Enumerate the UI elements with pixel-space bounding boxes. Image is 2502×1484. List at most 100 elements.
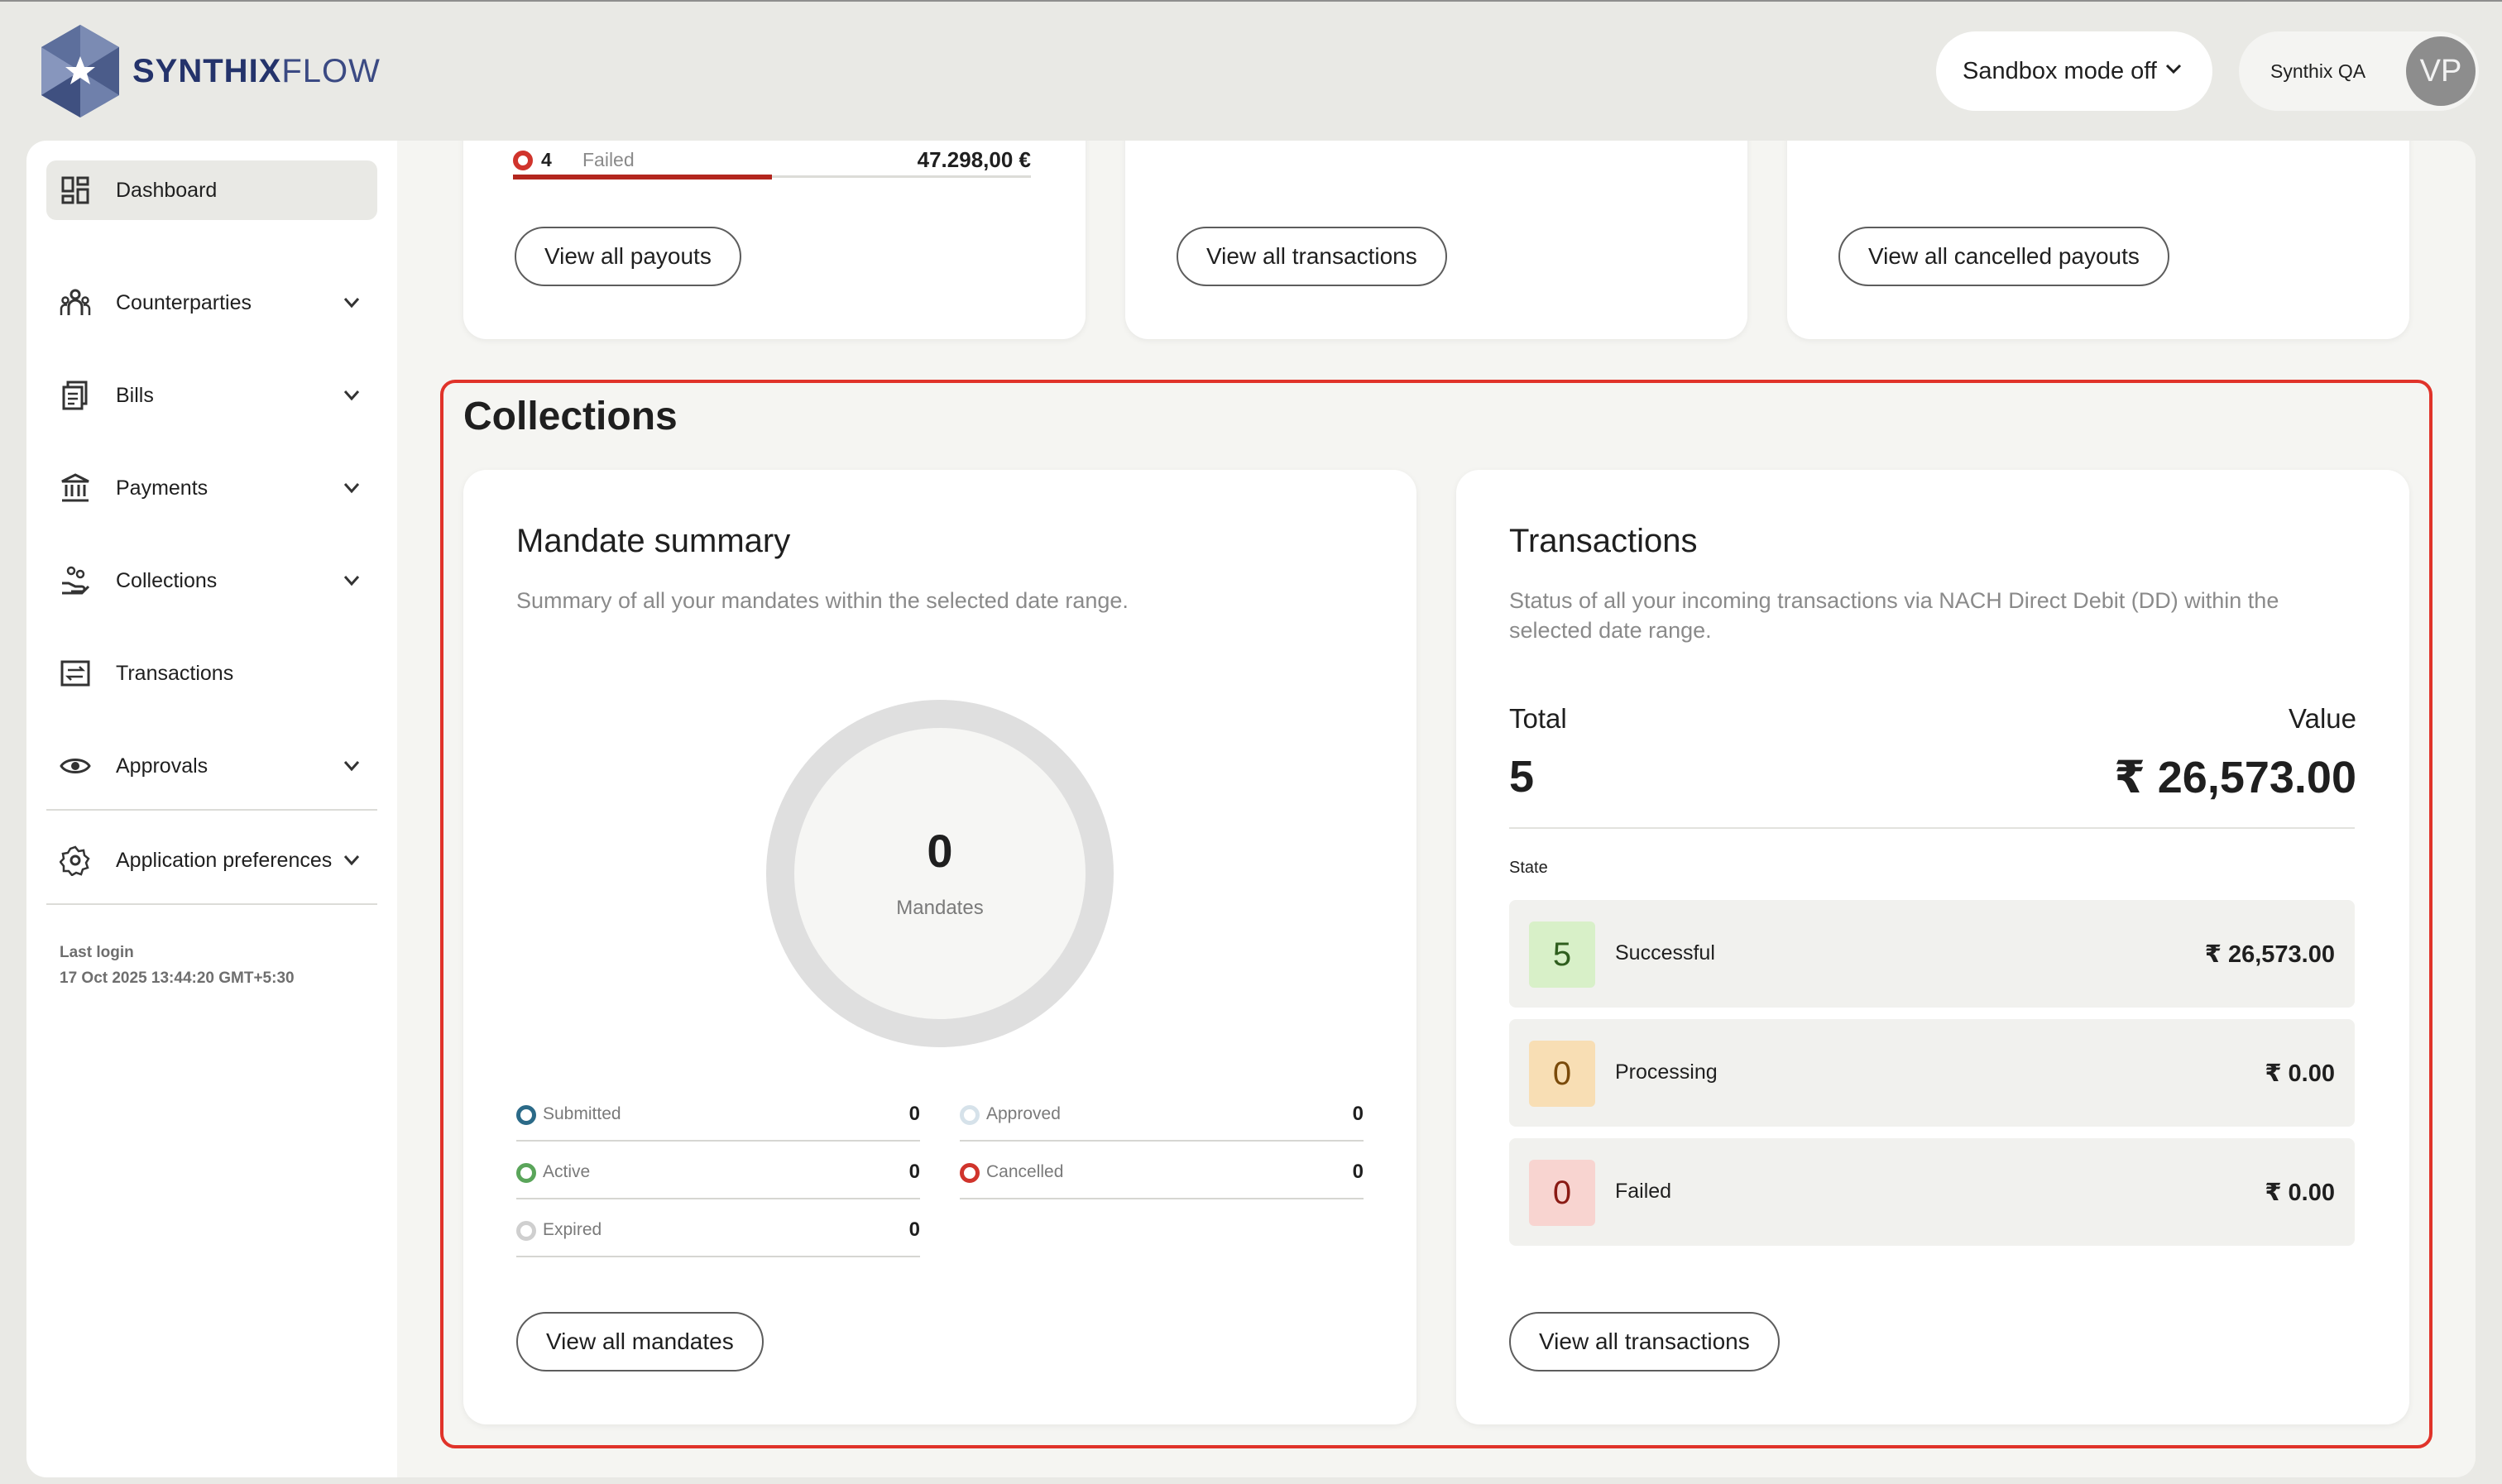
sidebar-item-transactions[interactable]: Transactions — [46, 644, 377, 703]
user-menu[interactable]: Synthix QA VP — [2239, 31, 2479, 111]
legend-row-cancelled: Cancelled 0 — [960, 1142, 1364, 1199]
state-count-badge: 5 — [1529, 922, 1595, 988]
payouts-card: 4 Failed 47.298,00 € View all payouts — [463, 141, 1086, 339]
state-name: Successful — [1615, 941, 1715, 965]
last-login-label: Last login — [60, 944, 134, 961]
view-all-mandates-button[interactable]: View all mandates — [516, 1312, 764, 1372]
status-dot-expired — [516, 1221, 536, 1241]
legend-value: 0 — [908, 1161, 920, 1183]
view-all-cancelled-payouts-button[interactable]: View all cancelled payouts — [1838, 227, 2169, 286]
sidebar-item-label: Counterparties — [116, 290, 252, 314]
legend-label: Submitted — [543, 1104, 621, 1123]
chevron-down-icon — [343, 855, 360, 866]
state-count-badge: 0 — [1529, 1041, 1595, 1107]
legend-value: 0 — [1352, 1161, 1364, 1183]
sidebar-item-collections[interactable]: Collections — [46, 551, 377, 610]
state-row-failed: 0 Failed ₹ 0.00 — [1509, 1138, 2355, 1246]
sidebar-item-label: Application preferences — [116, 848, 333, 872]
sidebar-item-payments[interactable]: Payments — [46, 458, 377, 518]
people-icon — [60, 287, 91, 318]
transactions-summary-card: View all transactions — [1125, 141, 1747, 339]
bills-icon — [60, 380, 91, 411]
state-amount: ₹ 26,573.00 — [2204, 941, 2335, 968]
mandates-total-label: Mandates — [896, 897, 984, 919]
chevron-down-icon — [2165, 64, 2182, 74]
state-amount: ₹ 0.00 — [2265, 1180, 2335, 1206]
sandbox-mode-dropdown[interactable]: Sandbox mode off — [1936, 31, 2212, 111]
sidebar-item-bills[interactable]: Bills — [46, 366, 377, 425]
sidebar-item-application-preferences[interactable]: Application preferences — [46, 831, 377, 890]
mandates-donut-chart — [766, 700, 1114, 1047]
legend-value: 0 — [908, 1103, 920, 1125]
last-login-value: 17 Oct 2025 13:44:20 GMT+5:30 — [60, 969, 295, 987]
bank-icon — [60, 472, 91, 504]
sidebar-item-label: Collections — [116, 568, 218, 592]
status-dot-cancelled — [960, 1163, 980, 1183]
brand-logo[interactable]: SYNTHIXFLOW — [36, 23, 381, 119]
eye-icon — [60, 750, 91, 782]
status-dot-active — [516, 1163, 536, 1183]
chevron-down-icon — [343, 483, 360, 494]
legend-row-active: Active 0 — [516, 1142, 920, 1199]
status-dot-submitted — [516, 1105, 536, 1125]
state-heading: State — [1509, 859, 1548, 877]
logo-wordmark: SYNTHIXFLOW — [132, 52, 381, 89]
state-amount: ₹ 0.00 — [2265, 1060, 2335, 1087]
cancelled-payouts-card: View all cancelled payouts — [1787, 141, 2409, 339]
sidebar-item-label: Dashboard — [116, 178, 218, 202]
failed-progress-fill — [513, 175, 772, 180]
value-label: Value — [2289, 703, 2356, 734]
failed-progress-track — [513, 175, 1031, 178]
failed-amount: 47.298,00 € — [917, 147, 1031, 172]
total-label: Total — [1509, 703, 1567, 734]
sidebar-item-label: Bills — [116, 383, 154, 407]
legend-value: 0 — [908, 1218, 920, 1241]
last-login: Last login 17 Oct 2025 13:44:20 GMT+5:30 — [60, 940, 295, 991]
failed-status-dot — [513, 151, 533, 170]
collections-highlight-frame — [440, 380, 2432, 1448]
total-value: 5 — [1509, 752, 1535, 802]
legend-label: Cancelled — [986, 1162, 1064, 1181]
sidebar-item-label: Transactions — [116, 661, 234, 685]
sidebar-item-dashboard[interactable]: Dashboard — [46, 160, 377, 220]
avatar[interactable]: VP — [2406, 36, 2476, 106]
sidebar-item-counterparties[interactable]: Counterparties — [46, 273, 377, 333]
sidebar-item-label: Approvals — [116, 754, 208, 778]
state-row-successful: 5 Successful ₹ 26,573.00 — [1509, 900, 2355, 1008]
state-name: Processing — [1615, 1060, 1718, 1084]
legend-label: Approved — [986, 1104, 1061, 1123]
sidebar-divider — [46, 809, 377, 811]
sidebar-divider — [46, 903, 377, 905]
mandates-total: 0 — [927, 825, 953, 877]
collections-section-title: Collections — [463, 395, 678, 438]
org-name: Synthix QA — [2270, 60, 2366, 82]
mandate-summary-title: Mandate summary — [516, 523, 791, 559]
dashboard-icon — [60, 175, 91, 206]
legend-row-expired: Expired 0 — [516, 1199, 920, 1257]
view-all-transactions-top-button[interactable]: View all transactions — [1177, 227, 1447, 286]
sidebar-item-approvals[interactable]: Approvals — [46, 736, 377, 796]
legend-row-submitted: Submitted 0 — [516, 1084, 920, 1142]
legend-label: Expired — [543, 1220, 602, 1239]
legend-value: 0 — [1352, 1103, 1364, 1125]
chevron-down-icon — [343, 298, 360, 309]
collections-transactions-card: Transactions Status of all your incoming… — [1456, 470, 2409, 1424]
state-count-badge: 0 — [1529, 1160, 1595, 1226]
chevron-down-icon — [343, 390, 360, 401]
view-all-transactions-button[interactable]: View all transactions — [1509, 1312, 1780, 1372]
value-amount: ₹ 26,573.00 — [2114, 753, 2356, 802]
donut-ring — [766, 700, 1114, 1047]
state-row-processing: 0 Processing ₹ 0.00 — [1509, 1019, 2355, 1127]
transactions-subtitle: Status of all your incoming transactions… — [1509, 588, 2279, 643]
mandate-summary-subtitle: Summary of all your mandates within the … — [516, 588, 1129, 613]
failed-payouts-row: 4 Failed 47.298,00 € — [513, 147, 1031, 184]
sandbox-mode-label: Sandbox mode off — [1963, 57, 2157, 84]
state-name: Failed — [1615, 1180, 1672, 1203]
divider — [1509, 827, 2355, 829]
chevron-down-icon — [343, 576, 360, 586]
legend-row-approved: Approved 0 — [960, 1084, 1364, 1142]
hand-coins-icon — [60, 565, 91, 596]
chevron-down-icon — [343, 761, 360, 772]
view-all-payouts-button[interactable]: View all payouts — [515, 227, 741, 286]
failed-label: Failed — [582, 149, 635, 170]
